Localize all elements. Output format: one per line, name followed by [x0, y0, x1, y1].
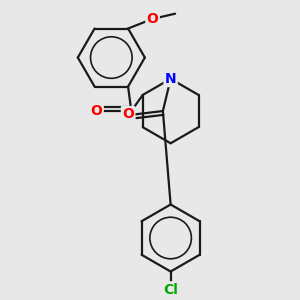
- Text: O: O: [147, 12, 158, 26]
- Text: O: O: [91, 104, 102, 118]
- Text: Cl: Cl: [163, 283, 178, 297]
- Text: O: O: [122, 107, 134, 121]
- Text: N: N: [165, 72, 176, 86]
